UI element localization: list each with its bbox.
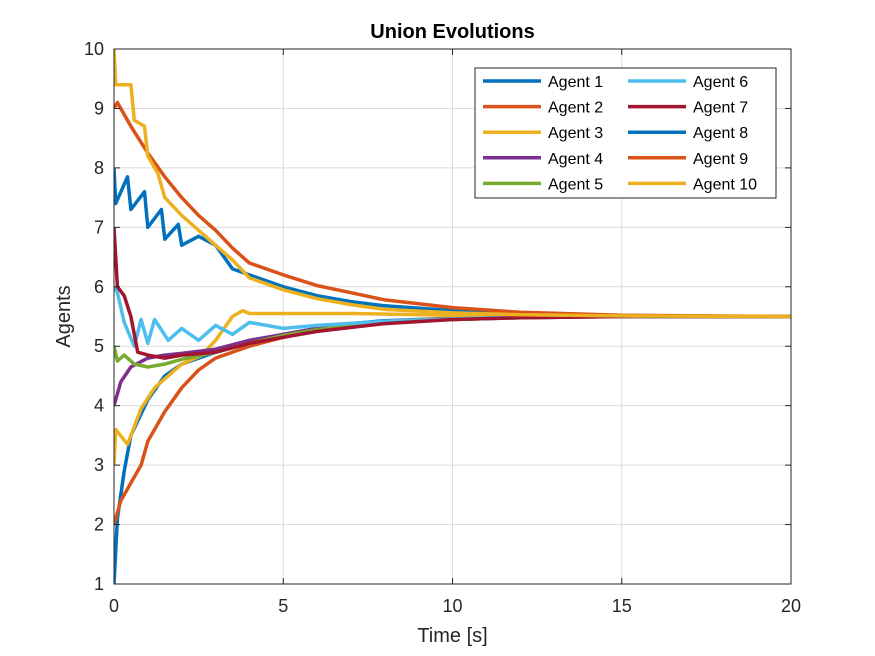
x-axis-label: Time [s] xyxy=(417,625,487,647)
y-tick-label-1: 2 xyxy=(94,515,104,535)
y-tick-label-4: 5 xyxy=(94,336,104,356)
legend-label-agent-3: Agent 3 xyxy=(548,125,603,142)
y-tick-label-6: 7 xyxy=(94,217,104,237)
series-line-agent-8 xyxy=(114,167,791,319)
series-line-agent-9 xyxy=(114,100,791,319)
series-line-agent-10 xyxy=(114,49,791,319)
legend-label-agent-1: Agent 1 xyxy=(548,74,603,91)
x-axis-ticks: 0 5 10 15 20 xyxy=(109,49,801,616)
y-tick-label-9: 10 xyxy=(84,39,104,59)
x-tick-label-2: 10 xyxy=(442,596,462,616)
x-tick-label-3: 15 xyxy=(612,596,632,616)
series-line-agent-7 xyxy=(114,227,791,360)
x-tick-label-1: 5 xyxy=(278,596,288,616)
y-tick-label-7: 8 xyxy=(94,158,104,178)
legend-label-agent-10: Agent 10 xyxy=(693,176,757,193)
x-tick-label-4: 20 xyxy=(781,596,801,616)
y-axis-label: Agents xyxy=(53,285,75,347)
y-axis-ticks: 1 2 3 4 5 6 7 8 9 10 xyxy=(84,39,791,594)
legend-label-agent-9: Agent 9 xyxy=(693,151,748,168)
legend-label-agent-7: Agent 7 xyxy=(693,100,748,117)
y-tick-label-2: 3 xyxy=(94,455,104,475)
legend: Agent 1 Agent 2 Agent 3 Agent 4 Agent 5 Agent… xyxy=(474,67,777,199)
legend-label-agent-4: Agent 4 xyxy=(548,151,603,168)
y-tick-label-5: 6 xyxy=(94,277,104,297)
chart-title: Union Evolutions xyxy=(370,21,534,43)
y-tick-label-8: 9 xyxy=(94,98,104,118)
series-lines xyxy=(114,49,791,584)
series-line-agent-3 xyxy=(114,308,791,466)
legend-label-agent-2: Agent 2 xyxy=(548,100,603,117)
y-tick-label-3: 4 xyxy=(94,396,104,416)
legend-label-agent-5: Agent 5 xyxy=(548,176,603,193)
x-tick-label-0: 0 xyxy=(109,596,119,616)
legend-label-agent-8: Agent 8 xyxy=(693,125,748,142)
y-tick-label-0: 1 xyxy=(94,574,104,594)
legend-label-agent-6: Agent 6 xyxy=(693,74,748,91)
